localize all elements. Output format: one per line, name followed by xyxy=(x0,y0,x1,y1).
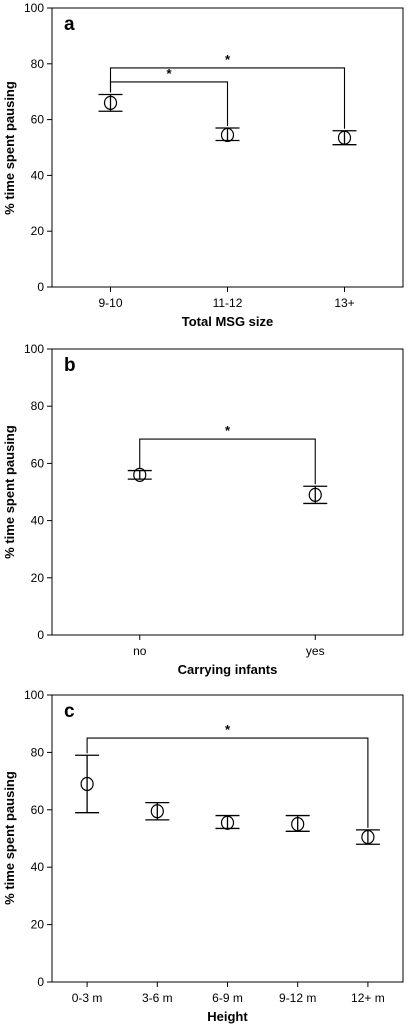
y-axis-label: % time spent pausing xyxy=(2,425,17,559)
data-point xyxy=(103,95,118,110)
x-tick-label: 12+ m xyxy=(351,991,385,1005)
y-tick-label: 20 xyxy=(31,224,45,238)
data-point xyxy=(291,817,305,832)
y-tick-label: 0 xyxy=(37,975,44,989)
x-axis-label: Height xyxy=(207,1009,248,1024)
y-tick-label: 80 xyxy=(31,745,45,759)
y-tick-label: 80 xyxy=(31,399,45,413)
y-tick-label: 100 xyxy=(24,688,44,702)
panel-b: 0 20 40 60 80 100 no yes Carrying infants % time … xyxy=(2,342,404,677)
x-tick-label: 9-12 m xyxy=(279,991,316,1005)
data-point xyxy=(133,467,147,482)
significance-star: * xyxy=(225,423,231,438)
panel-label: a xyxy=(64,14,75,35)
x-tick-label: 11-12 xyxy=(213,296,243,310)
significance-star: * xyxy=(166,66,172,81)
x-axis-label: Carrying infants xyxy=(178,662,278,677)
panel-a: 0 20 40 60 80 100 9-10 11-12 13+ Total MSG size % … xyxy=(2,1,404,329)
significance-bracket xyxy=(86,737,369,828)
data-point xyxy=(80,776,94,792)
data-point xyxy=(220,127,235,143)
x-axis-label: Total MSG size xyxy=(182,314,274,329)
y-tick-label: 100 xyxy=(24,342,44,356)
y-tick-label: 40 xyxy=(31,860,45,874)
y-tick-label: 100 xyxy=(24,1,44,15)
data-point xyxy=(150,804,164,819)
significance-bracket xyxy=(109,81,229,126)
y-tick-label: 60 xyxy=(31,113,45,127)
plot-frame xyxy=(51,7,404,288)
x-tick-label: 3-6 m xyxy=(142,991,173,1005)
y-tick-label: 60 xyxy=(31,456,45,470)
data-point xyxy=(220,815,235,830)
y-tick-label: 0 xyxy=(37,628,44,642)
y-tick-label: 40 xyxy=(31,514,45,528)
y-tick-label: 0 xyxy=(37,280,44,294)
y-tick-label: 40 xyxy=(31,168,45,182)
y-tick-label: 20 xyxy=(31,918,45,932)
significance-star: * xyxy=(225,722,231,737)
data-point xyxy=(308,487,322,502)
x-tick-label: 0-3 m xyxy=(72,991,103,1005)
plot-frame xyxy=(51,348,404,636)
y-tick-label: 80 xyxy=(31,57,45,71)
x-tick-label: 9-10 xyxy=(98,296,122,310)
y-axis-label: % time spent pausing xyxy=(2,81,17,215)
y-tick-label: 60 xyxy=(31,803,45,817)
x-tick-label: 13+ xyxy=(334,296,354,310)
data-point xyxy=(361,829,375,845)
significance-bracket xyxy=(139,438,316,485)
panel-label: c xyxy=(64,701,75,722)
x-tick-label: 6-9 m xyxy=(212,991,243,1005)
significance-star: * xyxy=(225,52,231,67)
significance-bracket xyxy=(109,67,346,129)
panel-c: 0 20 40 60 80 100 0-3 m 3-6 m 6-9 m 9-12 m 12+ m He… xyxy=(2,688,404,1024)
y-tick-label: 20 xyxy=(31,571,45,585)
x-tick-label: yes xyxy=(306,644,325,658)
x-tick-label: no xyxy=(133,644,147,658)
y-axis-label: % time spent pausing xyxy=(2,771,17,905)
data-point xyxy=(337,130,352,145)
panel-label: b xyxy=(64,355,76,376)
